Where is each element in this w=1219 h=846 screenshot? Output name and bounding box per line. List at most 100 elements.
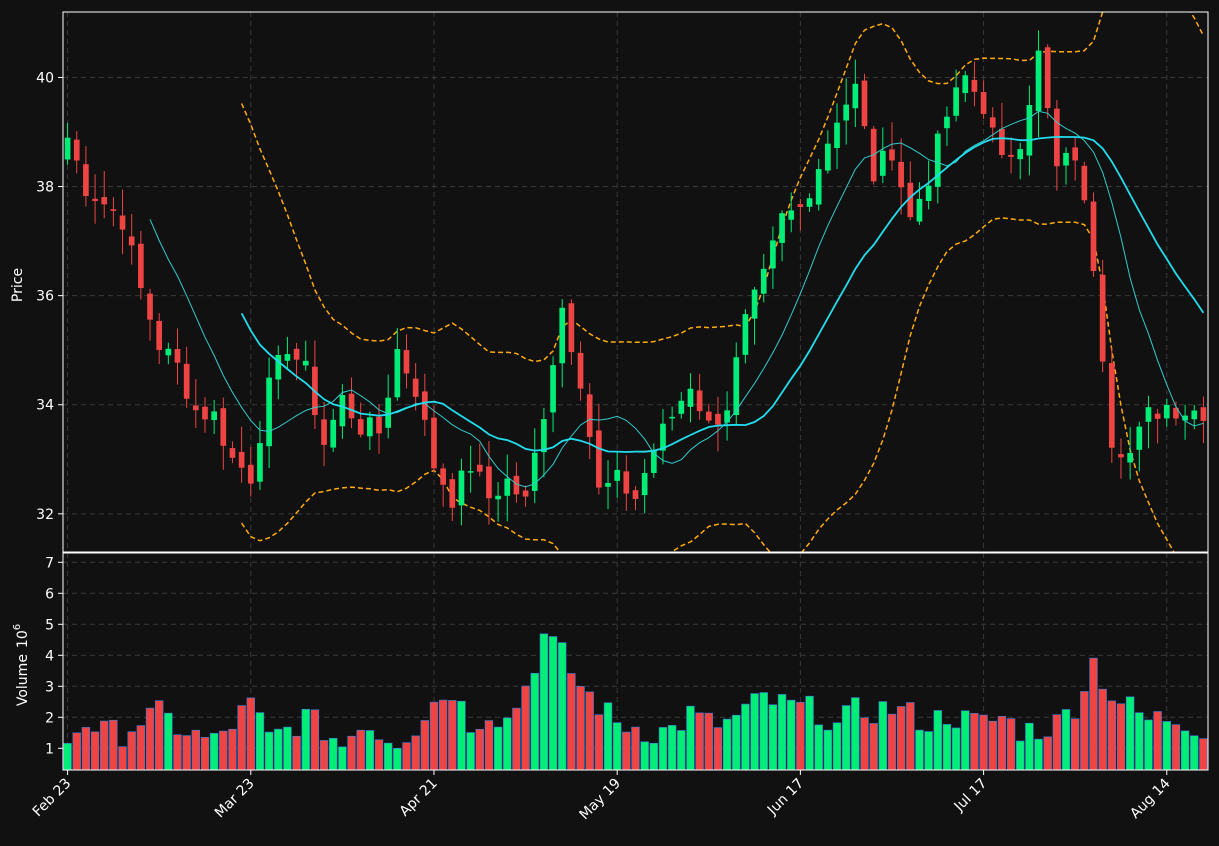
candle (779, 210, 785, 262)
candle-body (834, 122, 840, 148)
candle-body (843, 104, 850, 121)
candle (889, 122, 895, 171)
volume-bar (420, 720, 430, 771)
volume-bar (942, 724, 952, 771)
candle (806, 193, 813, 212)
candle (1182, 404, 1188, 440)
candlesticks (64, 30, 1207, 526)
price-y-axis-label: Price (10, 268, 26, 302)
candle-body (495, 495, 501, 500)
candle-body (513, 475, 520, 495)
volume-bar (732, 714, 741, 771)
candle-body (797, 204, 804, 208)
candle-body (559, 307, 566, 364)
volume-label-text: Volume (15, 654, 31, 706)
candle-body (577, 352, 584, 389)
volume-tick-label: 3 (45, 679, 54, 695)
candle (238, 426, 245, 483)
volume-bar (457, 700, 466, 771)
candle-body (852, 83, 859, 109)
candle-body (110, 209, 117, 211)
candle-body (504, 478, 511, 496)
candle (412, 362, 419, 411)
candle-body (980, 92, 987, 114)
candle-body (119, 215, 126, 230)
candle (1035, 30, 1042, 138)
volume-bar (576, 685, 585, 771)
volume-bar (1144, 719, 1153, 771)
candle (1063, 147, 1069, 185)
x-tick-label: Jun 17 (764, 776, 807, 819)
volume-bar (1052, 714, 1062, 771)
candle (632, 486, 639, 511)
candle (577, 341, 584, 401)
lower-band-line (240, 217, 1175, 552)
candle-body (1072, 147, 1079, 161)
volume-bar (548, 636, 558, 771)
candle (1163, 398, 1170, 427)
volume-bar (1135, 712, 1144, 771)
candle-body (522, 490, 529, 497)
volume-bar (484, 720, 494, 771)
candle-body (348, 393, 355, 419)
candle (275, 345, 282, 400)
candle-body (183, 363, 190, 399)
candle-body (770, 240, 776, 269)
candle-body (174, 349, 181, 363)
ma-slow-line (240, 135, 1205, 453)
volume-y-axis-label: Volume 106 (12, 624, 31, 706)
candle-body (724, 410, 730, 423)
volume-bar (841, 705, 851, 771)
candle-body (220, 408, 227, 446)
candle-body (1163, 404, 1170, 419)
price-panel-frame (62, 11, 1209, 553)
candle (504, 454, 511, 522)
candle-body (623, 471, 630, 494)
volume-bar (383, 742, 393, 771)
volume-bar (649, 742, 659, 771)
candle-body (357, 419, 364, 435)
candle-body (760, 268, 767, 294)
candle (449, 473, 456, 522)
candle (1026, 85, 1033, 176)
candle (724, 391, 730, 441)
candle-body (92, 198, 98, 202)
candle (1136, 421, 1143, 472)
price-tick-label: 32 (36, 507, 54, 523)
volume-bar (869, 723, 878, 771)
candle (1127, 427, 1133, 480)
candle (1191, 404, 1198, 430)
candle-body (83, 164, 89, 196)
volume-bar (145, 707, 155, 771)
volume-bar (209, 733, 219, 771)
candle-body (825, 143, 831, 171)
candle-body (687, 388, 694, 407)
candle-body (202, 406, 208, 420)
volume-bar (530, 672, 539, 771)
candle (247, 446, 254, 497)
volume-bar (1016, 740, 1025, 771)
candle-body (1127, 452, 1133, 463)
volume-bar (603, 702, 613, 771)
candle (394, 328, 401, 401)
volume-bar (136, 725, 146, 771)
candle (522, 485, 529, 507)
volume-bar (63, 743, 72, 771)
candle (825, 130, 831, 174)
volume-bar (658, 727, 668, 771)
candle-body (733, 357, 740, 416)
candle (211, 400, 217, 435)
price-tick-label: 34 (36, 398, 54, 414)
candle-body (302, 360, 309, 366)
candle-body (614, 469, 621, 481)
candle-body (788, 210, 795, 220)
candle-body (64, 137, 71, 160)
volume-bar (246, 697, 255, 771)
volume-bar (787, 699, 796, 771)
volume-tick-label: 4 (45, 648, 54, 664)
candle (73, 131, 80, 174)
volume-bar (558, 642, 567, 771)
x-tick-label: Feb 23 (30, 776, 75, 821)
candle (550, 356, 556, 433)
volume-bar (1006, 718, 1016, 771)
